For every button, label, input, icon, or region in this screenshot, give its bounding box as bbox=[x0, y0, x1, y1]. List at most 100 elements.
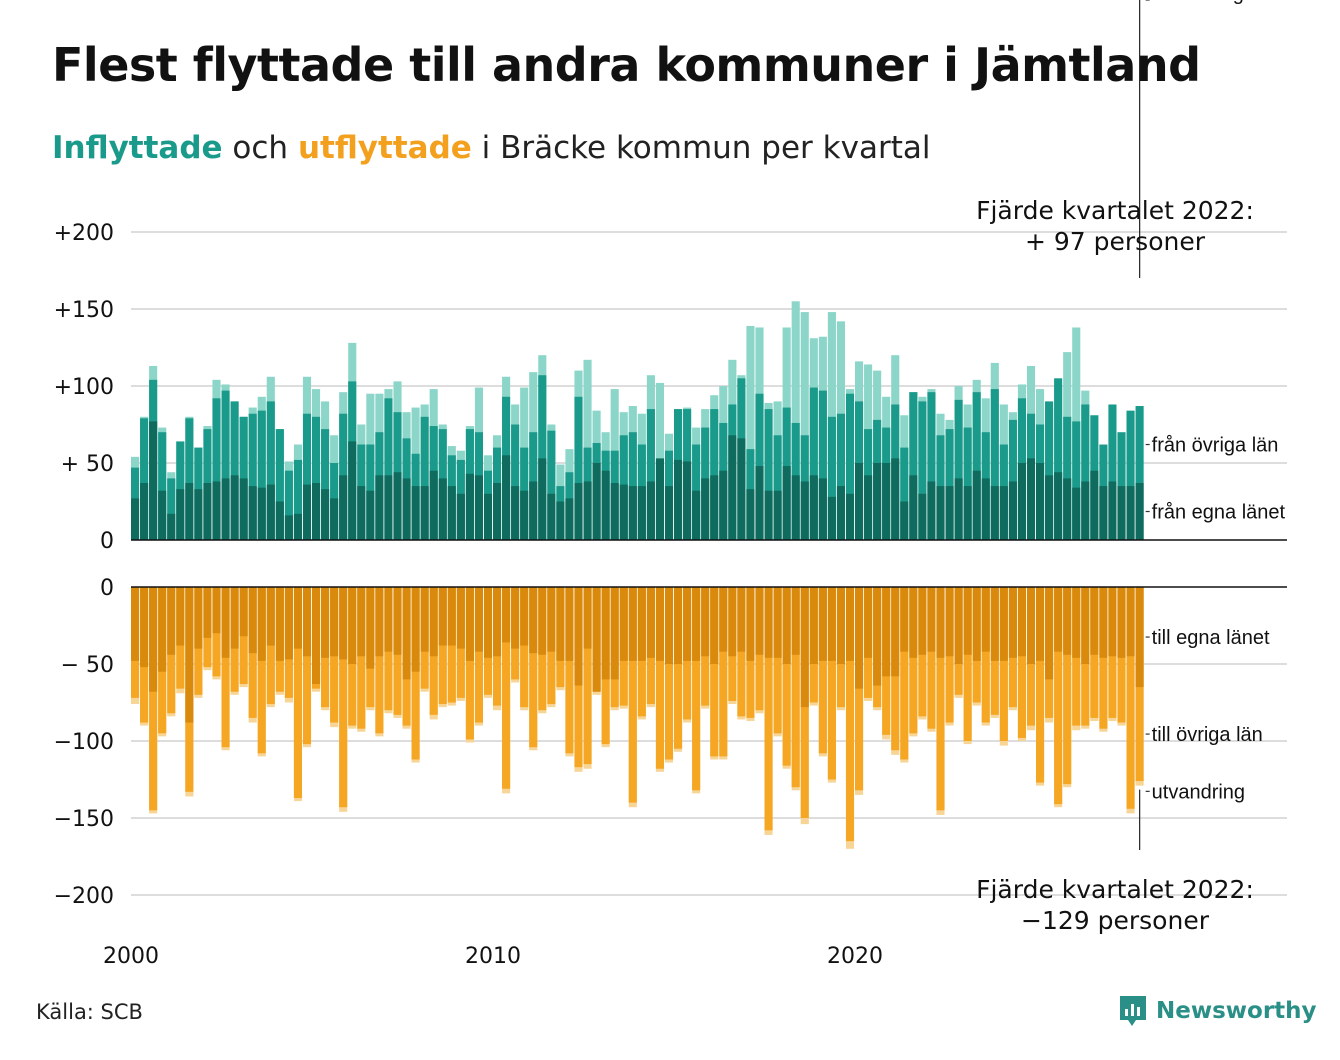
y-tick-label-top: + 50 bbox=[61, 452, 114, 477]
bar-utflyttade bbox=[221, 587, 230, 658]
bar-utflyttade bbox=[710, 587, 719, 664]
bar-utflyttade bbox=[520, 587, 529, 708]
bar-inflyttade bbox=[963, 486, 972, 540]
bar-utflyttade bbox=[864, 587, 873, 658]
bar-utflyttade bbox=[818, 587, 827, 661]
bar-inflyttade bbox=[619, 484, 628, 540]
bar-utflyttade bbox=[547, 587, 556, 652]
bar-inflyttade bbox=[855, 463, 864, 540]
bar-utflyttade bbox=[782, 587, 791, 766]
annotation-top-line1: Fjärde kvartalet 2022: bbox=[976, 196, 1254, 225]
bar-inflyttade bbox=[1108, 404, 1117, 540]
bar-utflyttade bbox=[474, 587, 483, 652]
bar-inflyttade bbox=[574, 396, 583, 540]
chart-title: Flest flyttade till andra kommuner i Jäm… bbox=[52, 38, 1201, 92]
bar-inflyttade bbox=[945, 486, 954, 540]
bar-inflyttade bbox=[791, 475, 800, 540]
bar-inflyttade bbox=[293, 513, 302, 540]
bar-utflyttade bbox=[1054, 587, 1063, 652]
bar-inflyttade bbox=[836, 486, 845, 540]
bar-utflyttade bbox=[1108, 587, 1117, 657]
bar-utflyttade bbox=[963, 587, 972, 741]
bar-inflyttade bbox=[592, 463, 601, 540]
bar-inflyttade bbox=[637, 486, 646, 540]
bar-utflyttade bbox=[683, 587, 692, 661]
bar-utflyttade bbox=[239, 587, 248, 637]
bar-utflyttade bbox=[918, 587, 927, 655]
bar-inflyttade bbox=[927, 481, 936, 540]
bar-utflyttade bbox=[266, 587, 275, 646]
bar-utflyttade bbox=[728, 587, 737, 657]
bar-inflyttade bbox=[864, 475, 873, 540]
bar-utflyttade bbox=[339, 587, 348, 660]
bar-utflyttade bbox=[963, 587, 972, 655]
bar-inflyttade bbox=[321, 429, 330, 540]
bar-utflyttade bbox=[791, 587, 800, 788]
bar-utflyttade bbox=[384, 587, 393, 652]
bar-utflyttade bbox=[574, 587, 583, 686]
bar-utflyttade bbox=[674, 587, 683, 749]
bar-inflyttade bbox=[1045, 475, 1054, 540]
bar-inflyttade bbox=[1008, 481, 1017, 540]
bar-inflyttade bbox=[746, 325, 755, 540]
bar-utflyttade bbox=[402, 587, 411, 680]
bar-utflyttade bbox=[836, 587, 845, 664]
bar-inflyttade bbox=[873, 463, 882, 540]
bar-utflyttade bbox=[149, 587, 158, 811]
bar-utflyttade bbox=[1036, 587, 1045, 783]
bar-inflyttade bbox=[719, 470, 728, 540]
bar-utflyttade bbox=[1090, 587, 1099, 655]
bar-inflyttade bbox=[312, 483, 321, 540]
bar-inflyttade bbox=[891, 458, 900, 540]
bar-utflyttade bbox=[1026, 587, 1036, 664]
bar-inflyttade bbox=[764, 409, 773, 540]
bar-utflyttade bbox=[655, 587, 664, 769]
bar-utflyttade bbox=[185, 587, 194, 723]
bar-utflyttade bbox=[221, 587, 230, 748]
bar-inflyttade bbox=[909, 392, 918, 540]
bar-utflyttade bbox=[257, 587, 266, 661]
bar-inflyttade bbox=[574, 483, 583, 540]
bar-inflyttade bbox=[972, 470, 981, 540]
bar-inflyttade bbox=[900, 501, 909, 540]
bar-utflyttade bbox=[719, 587, 728, 757]
bar-inflyttade bbox=[1099, 486, 1108, 540]
bar-inflyttade bbox=[954, 478, 963, 540]
y-tick-label-top: +200 bbox=[54, 221, 114, 246]
bar-inflyttade bbox=[836, 413, 845, 540]
bar-utflyttade bbox=[502, 587, 511, 643]
bar-utflyttade bbox=[701, 587, 710, 657]
bar-inflyttade bbox=[1090, 470, 1099, 540]
bar-inflyttade bbox=[212, 398, 221, 540]
bar-utflyttade bbox=[1126, 587, 1135, 657]
bar-utflyttade bbox=[511, 587, 520, 649]
bar-utflyttade bbox=[520, 587, 529, 646]
bar-utflyttade bbox=[1099, 587, 1108, 658]
bar-utflyttade bbox=[692, 587, 701, 791]
bar-inflyttade bbox=[302, 484, 312, 540]
bar-utflyttade bbox=[619, 587, 628, 661]
bar-utflyttade bbox=[981, 587, 990, 652]
bar-inflyttade bbox=[330, 498, 339, 540]
bar-utflyttade bbox=[1081, 587, 1090, 664]
bar-utflyttade bbox=[131, 587, 140, 661]
bar-utflyttade bbox=[755, 587, 764, 655]
bar-utflyttade bbox=[936, 587, 945, 658]
bar-utflyttade bbox=[529, 587, 538, 748]
bar-utflyttade bbox=[1045, 587, 1054, 680]
bar-utflyttade bbox=[140, 587, 149, 668]
annotation-top-line2: + 97 personer bbox=[1025, 227, 1206, 256]
newsworthy-logo-icon bbox=[1120, 996, 1146, 1026]
series-label-top: invandring bbox=[1152, 0, 1244, 5]
bar-utflyttade bbox=[167, 587, 176, 655]
bar-utflyttade bbox=[1063, 587, 1072, 785]
series-label-bottom: till egna länet bbox=[1152, 627, 1270, 649]
bar-utflyttade bbox=[212, 587, 221, 634]
brand-logo: Newsworthy bbox=[1118, 994, 1317, 1028]
bar-utflyttade bbox=[1117, 587, 1126, 658]
bar-utflyttade bbox=[230, 587, 239, 649]
bar-inflyttade bbox=[149, 421, 158, 540]
bar-inflyttade bbox=[257, 410, 266, 540]
bar-inflyttade bbox=[511, 486, 520, 540]
bar-inflyttade bbox=[511, 424, 520, 540]
